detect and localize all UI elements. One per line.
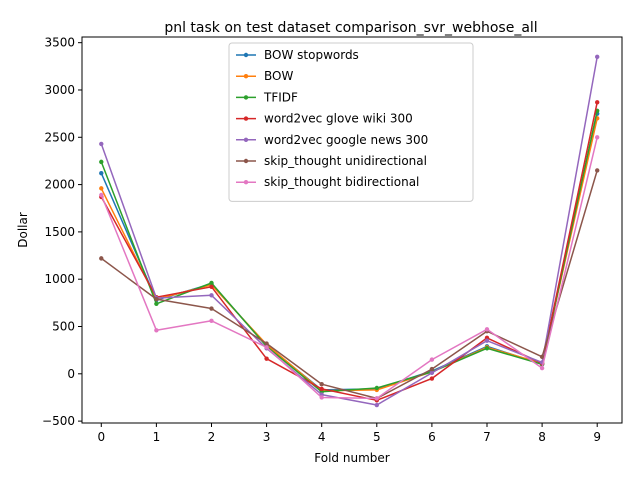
data-point (99, 186, 104, 191)
x-tick-label: 6 (428, 430, 436, 444)
chart-title: pnl task on test dataset comparison_svr_… (164, 20, 537, 36)
data-point (209, 280, 214, 286)
legend-item: skip_thought bidirectional (236, 175, 419, 189)
data-point (595, 135, 600, 140)
legend-label: BOW (264, 69, 293, 83)
legend-box (228, 42, 474, 202)
y-tick-label: 500 (52, 320, 75, 334)
x-tick-label: 0 (97, 430, 105, 444)
y-tick-label: 2000 (44, 178, 75, 192)
data-point (319, 382, 324, 387)
data-point (429, 366, 435, 372)
data-point (484, 338, 490, 343)
series-7 (99, 135, 600, 401)
y-tick-label: 1500 (44, 225, 75, 239)
legend: BOW stopwords BOW TFIDF word2vec glove wiki… (228, 42, 474, 202)
series-line (100, 56, 598, 406)
data-point (209, 284, 214, 289)
x-tick-label: 9 (593, 430, 601, 444)
y-tick-label: 3000 (44, 83, 75, 97)
data-point (484, 327, 490, 332)
legend-label: skip_thought unidirectional (264, 154, 427, 168)
legend-item: word2vec google news 300 (236, 133, 428, 147)
data-point (319, 386, 324, 392)
series-line (100, 110, 598, 393)
data-point (595, 100, 600, 105)
data-point (209, 318, 214, 324)
data-point (595, 54, 600, 60)
x-tick-label: 3 (263, 430, 271, 444)
data-point (429, 370, 435, 376)
x-tick-label: 5 (373, 430, 381, 444)
legend-marker (243, 95, 249, 100)
legend-marker (243, 74, 249, 79)
data-point (209, 293, 214, 298)
series-6 (99, 168, 600, 401)
legend-label: BOW stopwords (264, 48, 359, 62)
data-point (484, 346, 490, 351)
y-axis-label: Dollar (16, 212, 30, 248)
legend-item: word2vec glove wiki 300 (236, 112, 413, 126)
plot-frame (81, 36, 623, 424)
legend-marker (243, 137, 249, 142)
data-point (264, 345, 269, 350)
legend-item: TFIDF (236, 90, 298, 104)
data-point (99, 171, 104, 176)
legend-item: skip_thought unidirectional (236, 154, 427, 168)
data-point (429, 357, 435, 362)
x-tick-label: 2 (208, 430, 216, 444)
y-tick-label: 0 (67, 367, 75, 381)
data-point (319, 395, 324, 400)
x-tick-label: 7 (483, 430, 491, 444)
legend-item: BOW (236, 69, 293, 83)
series-line (100, 102, 598, 402)
legend-marker (243, 52, 249, 58)
data-point (539, 354, 545, 359)
data-point (99, 159, 104, 165)
x-tick-label: 4 (318, 430, 326, 444)
data-point (374, 396, 379, 401)
data-point (99, 256, 104, 261)
data-point (99, 141, 104, 147)
y-tick-label: 2500 (44, 130, 75, 144)
data-point (154, 296, 159, 302)
legend-label: skip_thought bidirectional (264, 175, 419, 189)
x-tick-label: 8 (538, 430, 546, 444)
legend-item: BOW stopwords (236, 48, 359, 62)
data-point (374, 402, 379, 408)
x-tick-label: 1 (153, 430, 161, 444)
series-line (100, 170, 598, 400)
legend-marker (243, 158, 249, 164)
legend-marker (243, 180, 249, 185)
data-point (209, 306, 214, 311)
data-point (374, 385, 379, 391)
y-tick-label: 3500 (44, 36, 75, 50)
data-point (539, 365, 545, 371)
data-point (154, 301, 159, 306)
data-point (264, 341, 269, 346)
x-axis-label: Fold number (314, 451, 389, 465)
legend-label: word2vec glove wiki 300 (264, 112, 413, 126)
data-point (264, 356, 269, 361)
series-layer (99, 54, 600, 408)
data-point (429, 376, 435, 381)
y-tick-label: −500 (42, 414, 75, 428)
legend-marker (243, 116, 249, 121)
x-axis: 0 1 2 3 4 5 6 7 8 9 (97, 423, 601, 444)
data-point (154, 328, 159, 333)
series-line (100, 137, 598, 400)
y-axis: −500 0 500 1000 1500 2000 2500 3000 3500 (42, 36, 82, 428)
legend-label: TFIDF (263, 90, 298, 104)
y-tick-label: 1000 (44, 272, 75, 286)
data-point (595, 168, 600, 173)
legend-label: word2vec google news 300 (264, 133, 428, 147)
data-point (99, 192, 104, 198)
